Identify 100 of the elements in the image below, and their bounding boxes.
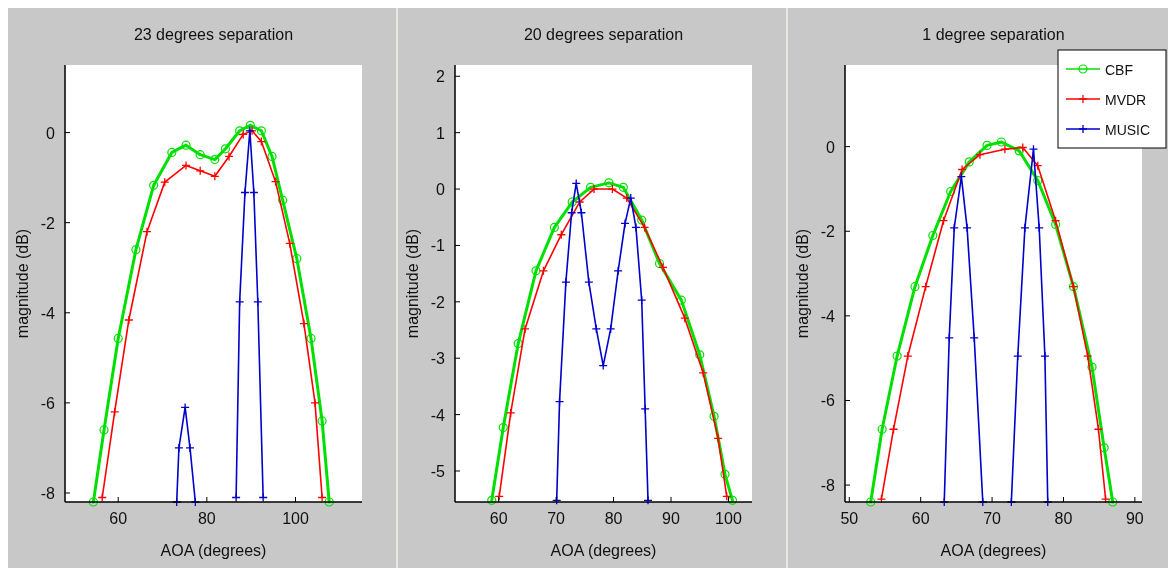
chart-title: 1 degree separation xyxy=(922,26,1065,43)
point xyxy=(278,195,288,205)
x-tick-label: 90 xyxy=(662,510,680,527)
point xyxy=(1100,494,1111,504)
point xyxy=(720,469,730,479)
point xyxy=(620,218,630,229)
point xyxy=(727,495,738,505)
x-tick-label: 60 xyxy=(911,510,930,527)
point xyxy=(654,258,665,269)
point xyxy=(962,223,972,233)
x-tick-label: 80 xyxy=(1054,510,1073,527)
point xyxy=(713,433,723,443)
point xyxy=(949,223,959,233)
point xyxy=(877,424,887,434)
point xyxy=(1040,351,1050,361)
y-tick-label: -4 xyxy=(40,304,56,322)
point xyxy=(195,150,205,160)
point xyxy=(99,425,109,435)
point xyxy=(975,150,985,160)
point xyxy=(235,126,245,136)
legend-label: CBF xyxy=(1105,62,1133,78)
point xyxy=(613,266,623,276)
point xyxy=(584,277,594,287)
point xyxy=(1099,443,1109,453)
x-tick-label: 60 xyxy=(109,510,128,527)
legend-label: MVDR xyxy=(1105,92,1147,108)
point xyxy=(996,137,1006,147)
point xyxy=(110,407,120,417)
point xyxy=(256,126,266,136)
point xyxy=(618,182,628,192)
point xyxy=(928,230,938,241)
y-tick-label: 2 xyxy=(436,68,446,86)
point xyxy=(306,333,316,344)
x-axis-title: AOA (degrees) xyxy=(160,542,267,559)
y-tick-label: -6 xyxy=(40,394,56,412)
point xyxy=(498,422,508,433)
x-tick-label: 100 xyxy=(282,510,309,527)
point xyxy=(253,297,263,307)
y-tick-label: -1 xyxy=(430,237,446,255)
y-tick-label: 0 xyxy=(46,124,56,142)
point xyxy=(561,277,571,287)
legend-label: MUSIC xyxy=(1105,122,1151,138)
y-tick-label: -2 xyxy=(820,223,836,241)
y-tick-label: -6 xyxy=(820,392,836,410)
point xyxy=(982,140,992,150)
point xyxy=(185,443,195,453)
point xyxy=(292,254,302,264)
point xyxy=(604,178,614,188)
point xyxy=(549,222,559,232)
point xyxy=(220,144,231,154)
point xyxy=(1000,144,1010,154)
y-tick-label: -2 xyxy=(430,293,446,311)
point xyxy=(910,282,920,292)
point xyxy=(317,416,327,426)
point xyxy=(637,215,647,225)
y-tick-label: -3 xyxy=(430,350,446,368)
point xyxy=(167,147,177,157)
point xyxy=(487,495,497,505)
point xyxy=(658,262,668,273)
y-tick-label: -5 xyxy=(430,462,446,480)
point xyxy=(149,180,159,190)
point xyxy=(142,227,152,237)
point xyxy=(210,155,220,165)
point xyxy=(903,351,913,361)
point xyxy=(531,266,541,276)
x-tick-label: 90 xyxy=(1125,510,1144,527)
point xyxy=(695,350,705,360)
point xyxy=(607,184,618,194)
point xyxy=(567,197,577,207)
x-tick-label: 70 xyxy=(983,510,1002,527)
point xyxy=(640,404,650,414)
point xyxy=(1033,175,1043,186)
point xyxy=(235,297,245,307)
point xyxy=(245,120,255,130)
point xyxy=(160,177,170,187)
chart-title: 20 degrees separation xyxy=(523,26,684,43)
point xyxy=(181,140,191,150)
point xyxy=(181,160,191,171)
point xyxy=(631,222,641,233)
point xyxy=(267,151,277,162)
point xyxy=(589,184,599,194)
chart-title: 23 degrees separation xyxy=(133,26,294,43)
point xyxy=(299,318,309,329)
x-axis-title: AOA (degrees) xyxy=(940,542,1047,559)
y-tick-label: -8 xyxy=(40,484,56,502)
point xyxy=(637,295,647,305)
point xyxy=(258,492,268,503)
point xyxy=(957,164,967,175)
x-tick-label: 60 xyxy=(489,510,508,527)
point xyxy=(506,408,516,418)
y-tick-label: -8 xyxy=(820,477,836,495)
point xyxy=(964,157,974,167)
y-axis-title: magnitude (dB) xyxy=(14,228,31,339)
y-tick-label: 0 xyxy=(436,181,446,199)
point xyxy=(892,351,902,361)
point xyxy=(591,324,601,334)
y-tick-label: 1 xyxy=(436,124,446,142)
point xyxy=(174,443,184,453)
point xyxy=(1014,146,1024,156)
point xyxy=(676,295,686,305)
